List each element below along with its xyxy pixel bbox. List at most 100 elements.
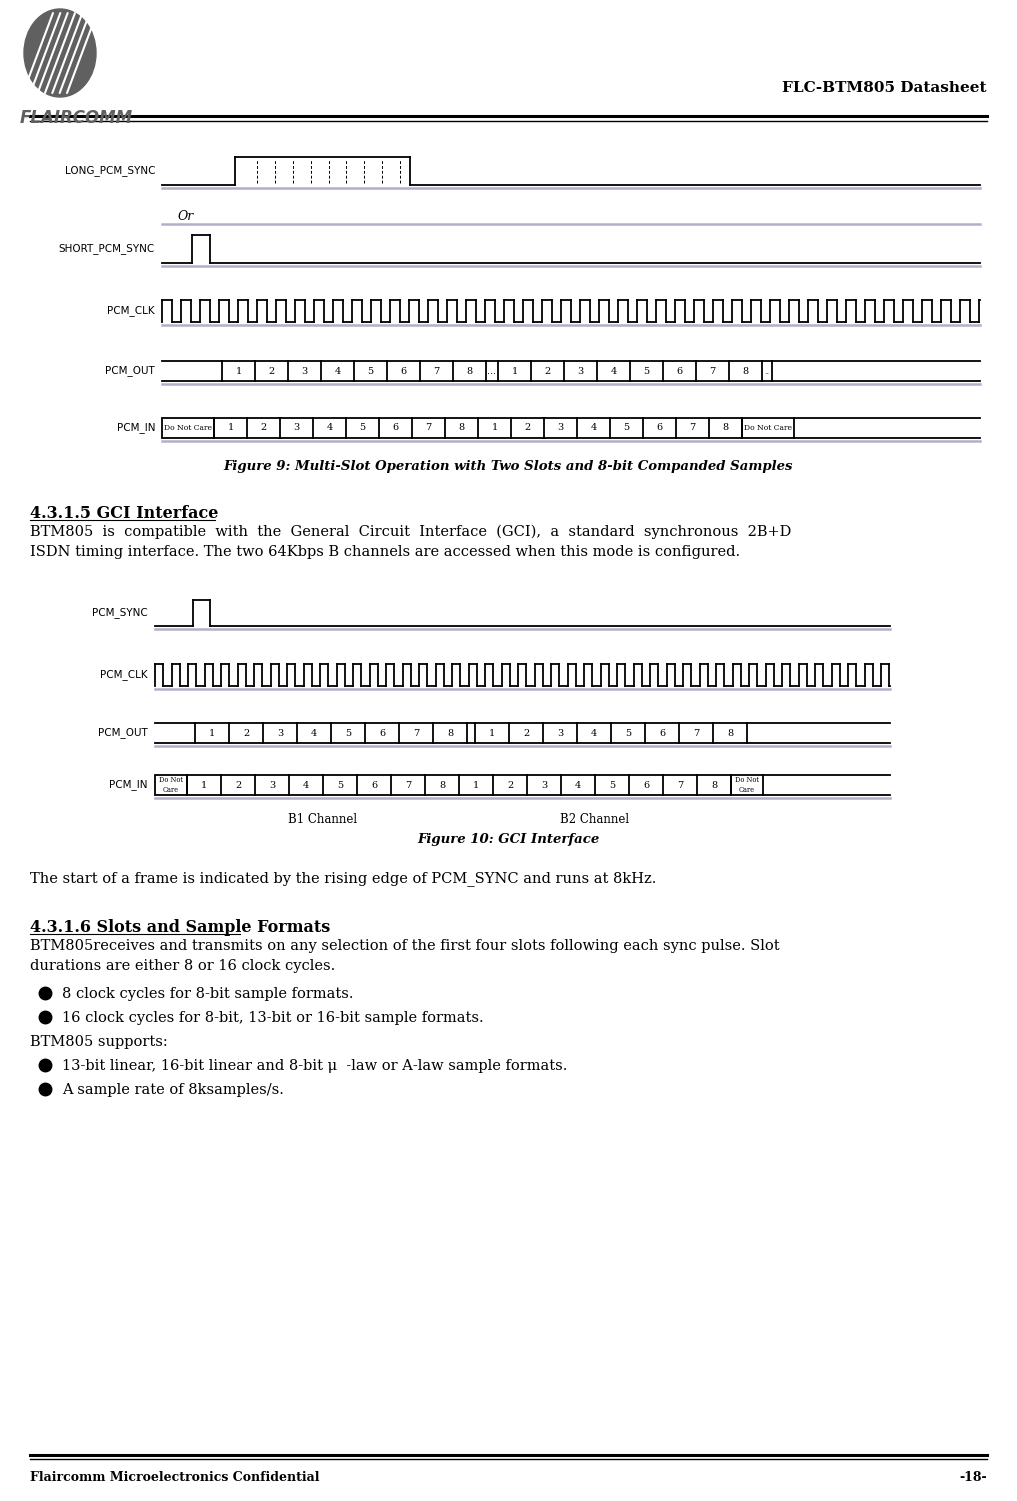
Text: 6: 6 [676, 366, 682, 375]
Text: 7: 7 [677, 781, 683, 790]
Text: 5: 5 [624, 728, 632, 737]
Text: ISDN timing interface. The two 64Kbps B channels are accessed when this mode is : ISDN timing interface. The two 64Kbps B … [29, 545, 740, 558]
Text: LONG_PCM_SYNC: LONG_PCM_SYNC [64, 165, 155, 177]
Text: 5: 5 [644, 366, 650, 375]
Text: 8: 8 [711, 781, 717, 790]
Text: durations are either 8 or 16 clock cycles.: durations are either 8 or 16 clock cycle… [29, 959, 336, 973]
Text: Do Not
Care: Do Not Care [159, 776, 183, 794]
Text: 2: 2 [544, 366, 550, 375]
Text: 8: 8 [727, 728, 733, 737]
Text: 2: 2 [268, 366, 275, 375]
Text: 1: 1 [473, 781, 479, 790]
Text: PCM_CLK: PCM_CLK [101, 669, 148, 680]
Text: 8: 8 [446, 728, 453, 737]
Text: 3: 3 [293, 423, 300, 432]
Text: 8 clock cycles for 8-bit sample formats.: 8 clock cycles for 8-bit sample formats. [62, 988, 354, 1001]
Text: PCM_IN: PCM_IN [110, 779, 148, 791]
Text: 13-bit linear, 16-bit linear and 8-bit μ  -law or A-law sample formats.: 13-bit linear, 16-bit linear and 8-bit μ… [62, 1060, 567, 1073]
Text: Or: Or [178, 210, 194, 222]
Text: 6: 6 [659, 728, 665, 737]
Text: 1: 1 [208, 728, 216, 737]
Text: 5: 5 [367, 366, 373, 375]
Text: BTM805 supports:: BTM805 supports: [29, 1036, 168, 1049]
Text: Do Not
Care: Do Not Care [735, 776, 759, 794]
Text: 2: 2 [243, 728, 249, 737]
Text: 6: 6 [393, 423, 399, 432]
Text: 3: 3 [268, 781, 276, 790]
Text: B2 Channel: B2 Channel [560, 814, 630, 826]
Text: 1: 1 [491, 423, 497, 432]
Text: 7: 7 [693, 728, 699, 737]
Text: 6: 6 [643, 781, 649, 790]
Text: 6: 6 [379, 728, 385, 737]
Text: 3: 3 [277, 728, 283, 737]
Text: 4: 4 [311, 728, 317, 737]
Text: 7: 7 [433, 366, 439, 375]
Bar [155, 775, 187, 796]
Text: 8: 8 [439, 781, 445, 790]
Bar [731, 775, 763, 796]
Text: A sample rate of 8ksamples/s.: A sample rate of 8ksamples/s. [62, 1084, 284, 1097]
Text: B1 Channel: B1 Channel [289, 814, 358, 826]
Text: 7: 7 [413, 728, 419, 737]
Text: 4.3.1.5 GCI Interface: 4.3.1.5 GCI Interface [29, 504, 219, 522]
Text: 7: 7 [425, 423, 431, 432]
Text: 7: 7 [710, 366, 716, 375]
Text: 5: 5 [337, 781, 343, 790]
Text: 5: 5 [609, 781, 615, 790]
Text: ..: .. [765, 366, 770, 375]
Text: 2: 2 [235, 781, 241, 790]
Text: 8: 8 [742, 366, 749, 375]
Text: Figure 9: Multi-Slot Operation with Two Slots and 8-bit Companded Samples: Figure 9: Multi-Slot Operation with Two … [224, 459, 793, 473]
Text: 16 clock cycles for 8-bit, 13-bit or 16-bit sample formats.: 16 clock cycles for 8-bit, 13-bit or 16-… [62, 1012, 484, 1025]
Text: 6: 6 [401, 366, 407, 375]
Text: 2: 2 [506, 781, 514, 790]
Text: PCM_IN: PCM_IN [117, 423, 155, 434]
Text: PCM_OUT: PCM_OUT [105, 366, 155, 377]
Text: 6: 6 [656, 423, 662, 432]
Text: 1: 1 [201, 781, 207, 790]
Text: -18-: -18- [959, 1471, 988, 1484]
Text: PCM_SYNC: PCM_SYNC [93, 608, 148, 618]
Bar [742, 417, 794, 438]
Bar [162, 417, 214, 438]
Text: 2: 2 [260, 423, 266, 432]
Text: 1: 1 [489, 728, 495, 737]
Text: 7: 7 [405, 781, 411, 790]
Text: SHORT_PCM_SYNC: SHORT_PCM_SYNC [59, 243, 155, 255]
Text: 4: 4 [335, 366, 341, 375]
Text: 4: 4 [591, 728, 597, 737]
Text: 4: 4 [591, 423, 597, 432]
Text: 1: 1 [228, 423, 234, 432]
Text: BTM805  is  compatible  with  the  General  Circuit  Interface  (GCI),  a  stand: BTM805 is compatible with the General Ci… [29, 525, 791, 539]
Text: 5: 5 [345, 728, 351, 737]
Text: 1: 1 [235, 366, 242, 375]
Text: ...: ... [487, 366, 496, 375]
Text: FLAIRCOMM: FLAIRCOMM [20, 110, 133, 128]
Text: Figure 10: GCI Interface: Figure 10: GCI Interface [417, 833, 600, 847]
Text: PCM_OUT: PCM_OUT [99, 728, 148, 738]
Text: 3: 3 [557, 728, 563, 737]
Text: 5: 5 [623, 423, 630, 432]
Text: 8: 8 [722, 423, 728, 432]
Text: The start of a frame is indicated by the rising edge of PCM_SYNC and runs at 8kH: The start of a frame is indicated by the… [29, 871, 656, 886]
Text: 4: 4 [303, 781, 309, 790]
Text: 3: 3 [541, 781, 547, 790]
Text: 4: 4 [610, 366, 616, 375]
Text: 1: 1 [512, 366, 518, 375]
Text: 5: 5 [359, 423, 365, 432]
Text: 8: 8 [459, 423, 465, 432]
Text: PCM_CLK: PCM_CLK [108, 306, 155, 317]
Text: 4.3.1.6 Slots and Sample Formats: 4.3.1.6 Slots and Sample Formats [29, 919, 331, 937]
Text: FLC-BTM805 Datasheet: FLC-BTM805 Datasheet [782, 81, 988, 95]
Text: 2: 2 [523, 728, 529, 737]
Text: BTM805receives and transmits on any selection of the first four slots following : BTM805receives and transmits on any sele… [29, 940, 780, 953]
Text: 7: 7 [690, 423, 696, 432]
Text: 4: 4 [326, 423, 333, 432]
Text: 8: 8 [467, 366, 473, 375]
Text: Flaircomm Microelectronics Confidential: Flaircomm Microelectronics Confidential [29, 1471, 319, 1484]
Text: 3: 3 [557, 423, 563, 432]
Text: 3: 3 [578, 366, 584, 375]
Ellipse shape [24, 9, 96, 98]
Text: 2: 2 [525, 423, 531, 432]
